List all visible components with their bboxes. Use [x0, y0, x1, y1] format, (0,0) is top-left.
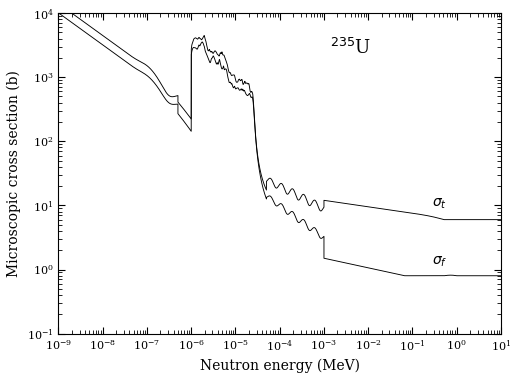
X-axis label: Neutron energy (MeV): Neutron energy (MeV) [200, 359, 359, 373]
Text: $^{235}$U: $^{235}$U [330, 38, 371, 59]
Text: $\sigma_f$: $\sigma_f$ [433, 254, 448, 269]
Y-axis label: Microscopic cross section (b): Microscopic cross section (b) [7, 70, 21, 277]
Text: $\sigma_t$: $\sigma_t$ [433, 196, 448, 211]
